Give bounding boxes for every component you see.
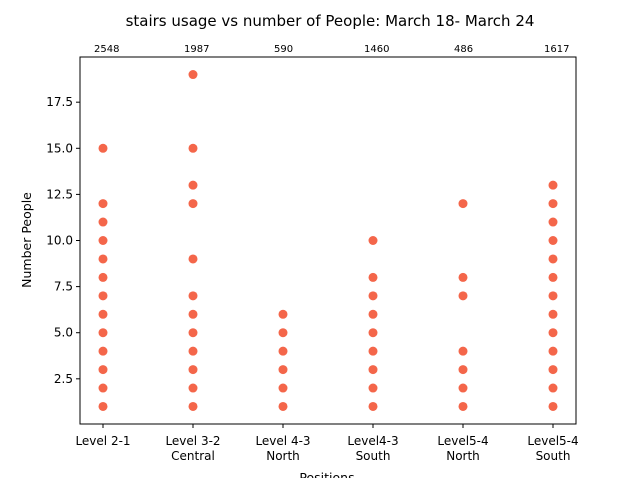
x-axis-label: Positions <box>299 470 354 478</box>
scatter-point <box>368 236 378 245</box>
x-tick-label: North <box>266 449 300 463</box>
scatter-point <box>188 309 198 319</box>
y-tick-label: 10.0 <box>46 234 73 248</box>
scatter-point <box>278 365 288 375</box>
top-count-label: 1460 <box>364 44 389 55</box>
y-tick-label: 15.0 <box>46 141 73 155</box>
scatter-point <box>368 291 378 301</box>
scatter-point <box>368 383 378 393</box>
scatter-point <box>458 346 468 356</box>
scatter-point <box>188 346 198 356</box>
scatter-point <box>548 291 558 301</box>
plot-area <box>79 56 577 425</box>
scatter-point <box>548 180 558 190</box>
scatter-point <box>548 346 558 356</box>
scatter-point <box>548 236 558 245</box>
scatter-point <box>548 217 558 227</box>
scatter-point <box>188 180 198 190</box>
x-tick-label: Level 4-3 <box>255 434 310 448</box>
scatter-point <box>278 309 288 319</box>
scatter-point <box>368 328 378 338</box>
scatter-point <box>98 328 108 338</box>
scatter-point <box>368 401 378 411</box>
scatter-point <box>278 328 288 338</box>
scatter-point <box>548 401 558 411</box>
scatter-point <box>368 346 378 356</box>
top-count-label: 590 <box>274 44 293 55</box>
scatter-point <box>548 272 558 282</box>
y-tick-label: 2.5 <box>54 372 73 386</box>
scatter-point <box>368 309 378 319</box>
scatter-point <box>188 365 198 375</box>
scatter-point <box>548 199 558 209</box>
x-tick-label: South <box>356 449 391 463</box>
scatter-point <box>548 328 558 338</box>
chart-title: stairs usage vs number of People: March … <box>126 12 535 30</box>
y-tick-label: 17.5 <box>46 95 73 109</box>
scatter-point <box>458 383 468 393</box>
scatter-point <box>368 272 378 282</box>
scatter-point <box>188 143 198 153</box>
scatter-point <box>548 309 558 319</box>
scatter-point <box>458 365 468 375</box>
scatter-point <box>548 254 558 264</box>
x-tick-label: Level 3-2 <box>165 434 220 448</box>
scatter-point <box>548 365 558 375</box>
x-tick-label: Level 2-1 <box>75 434 130 448</box>
scatter-point <box>188 254 198 264</box>
scatter-point <box>98 143 108 153</box>
x-tick-label: North <box>446 449 480 463</box>
y-axis-label: Number People <box>19 192 34 288</box>
y-tick-label: 7.5 <box>54 280 73 294</box>
scatter-point <box>278 346 288 356</box>
scatter-point <box>98 365 108 375</box>
y-tick-label: 12.5 <box>46 187 73 201</box>
scatter-point <box>458 199 468 209</box>
scatter-point <box>188 383 198 393</box>
scatter-point <box>458 291 468 301</box>
top-count-label: 1987 <box>184 44 209 55</box>
scatter-point <box>98 272 108 282</box>
x-tick-label: South <box>536 449 571 463</box>
scatter-point <box>98 254 108 264</box>
scatter-point <box>98 401 108 411</box>
scatter-point <box>188 70 198 80</box>
x-tick-label: Level5-4 <box>437 434 488 448</box>
scatter-point <box>98 383 108 393</box>
scatter-point <box>278 383 288 393</box>
scatter-point <box>98 217 108 227</box>
x-tick-label: Central <box>171 449 215 463</box>
x-tick-label: Level5-4 <box>527 434 578 448</box>
scatter-point <box>98 199 108 209</box>
top-count-label: 1617 <box>544 44 569 55</box>
scatter-point <box>458 401 468 411</box>
scatter-point <box>98 236 108 245</box>
scatter-point <box>98 291 108 301</box>
y-tick-label: 5.0 <box>54 326 73 340</box>
scatter-point <box>548 383 558 393</box>
scatter-point <box>98 309 108 319</box>
scatter-point <box>368 365 378 375</box>
x-tick-label: Level4-3 <box>347 434 398 448</box>
scatter-point <box>188 401 198 411</box>
scatter-point <box>188 199 198 209</box>
scatter-point <box>98 346 108 356</box>
scatter-point <box>458 272 468 282</box>
top-count-label: 486 <box>454 44 473 55</box>
scatter-point <box>188 291 198 301</box>
scatter-point <box>278 401 288 411</box>
top-count-label: 2548 <box>94 44 119 55</box>
scatter-point <box>188 328 198 338</box>
